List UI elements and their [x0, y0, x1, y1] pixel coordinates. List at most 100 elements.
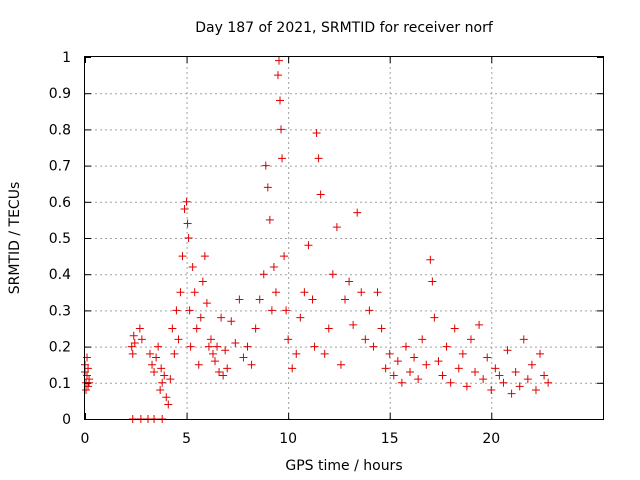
data-point [255, 295, 264, 304]
data-point [185, 306, 194, 315]
data-point [183, 219, 192, 228]
data-point [495, 371, 504, 380]
x-tick-label: 5 [182, 431, 191, 447]
data-point [186, 342, 195, 351]
x-axis-label: GPS time / hours [285, 458, 402, 474]
data-point [462, 382, 471, 391]
data-point [200, 252, 209, 261]
data-point [235, 295, 244, 304]
data-point [221, 346, 230, 355]
data-point [434, 357, 443, 366]
y-tick-label: 0.6 [49, 195, 71, 211]
data-point [271, 288, 280, 297]
data-point [176, 288, 185, 297]
data-point [156, 386, 165, 395]
data-point [389, 371, 398, 380]
data-point [150, 367, 159, 376]
data-point [194, 360, 203, 369]
data-point [160, 371, 169, 380]
data-point [282, 306, 291, 315]
data-point [393, 357, 402, 366]
data-point [479, 375, 488, 384]
x-tick-label: 15 [381, 431, 399, 447]
data-point [247, 360, 256, 369]
data-point [208, 349, 217, 358]
y-tick-label: 0 [62, 412, 71, 428]
data-point [320, 349, 329, 358]
data-point [190, 288, 199, 297]
data-point [231, 338, 240, 347]
data-point [292, 349, 301, 358]
chart-title: Day 187 of 2021, SRMTID for receiver nor… [195, 20, 494, 36]
data-point [426, 255, 435, 264]
y-tick-labels: 0 0.1 0.2 0.3 0.4 0.5 0.6 0.7 0.8 0.9 1 [49, 50, 71, 428]
data-point [430, 313, 439, 322]
data-point [269, 262, 278, 271]
data-point [219, 371, 228, 380]
data-point [438, 371, 447, 380]
data-point [328, 270, 337, 279]
data-point [475, 320, 484, 329]
data-point [239, 353, 248, 362]
data-point [180, 205, 189, 214]
data-point [162, 393, 171, 402]
data-point [273, 71, 282, 80]
data-point [519, 335, 528, 344]
data-point [211, 357, 220, 366]
data-point [129, 331, 138, 340]
y-tick-label: 0.8 [49, 122, 71, 138]
data-point [385, 349, 394, 358]
data-point [373, 288, 382, 297]
data-point [410, 353, 419, 362]
data-point [336, 360, 345, 369]
data-point [353, 208, 362, 217]
data-point [164, 400, 173, 409]
data-point [276, 96, 285, 105]
data-point [168, 324, 177, 333]
data-point [288, 364, 297, 373]
data-point [178, 252, 187, 261]
data-point [267, 306, 276, 315]
data-point [300, 288, 309, 297]
data-point [308, 295, 317, 304]
data-point [446, 378, 455, 387]
x-tick-label: 20 [482, 431, 500, 447]
data-point [540, 371, 549, 380]
data-point [381, 364, 390, 373]
data-point [312, 129, 321, 138]
data-point [227, 317, 236, 326]
data-point [369, 342, 378, 351]
data-point [471, 367, 480, 376]
data-point [154, 342, 163, 351]
data-point [263, 183, 272, 192]
data-point [82, 386, 91, 395]
y-tick-label: 0.4 [49, 267, 71, 283]
y-tick-label: 0.9 [49, 86, 71, 102]
data-point [202, 299, 211, 308]
y-tick-label: 0.7 [49, 159, 71, 175]
data-point [314, 154, 323, 163]
data-point [349, 320, 358, 329]
data-point [259, 270, 268, 279]
plot-frame [84, 56, 604, 420]
data-point [158, 378, 167, 387]
data-point [137, 335, 146, 344]
data-point [397, 378, 406, 387]
y-tick-label: 0.2 [49, 340, 71, 356]
data-point [466, 335, 475, 344]
data-point [148, 360, 157, 369]
data-point [261, 161, 270, 170]
y-axis-label: SRMTID / TECUs [7, 182, 23, 295]
data-point [487, 386, 496, 395]
x-tick-label: 0 [81, 431, 90, 447]
x-tick-label: 10 [279, 431, 297, 447]
data-point [341, 295, 350, 304]
data-point [523, 375, 532, 384]
data-point [365, 306, 374, 315]
data-point [130, 338, 139, 347]
data-point [192, 324, 201, 333]
data-point [483, 353, 492, 362]
data-point [265, 215, 274, 224]
data-point [243, 342, 252, 351]
